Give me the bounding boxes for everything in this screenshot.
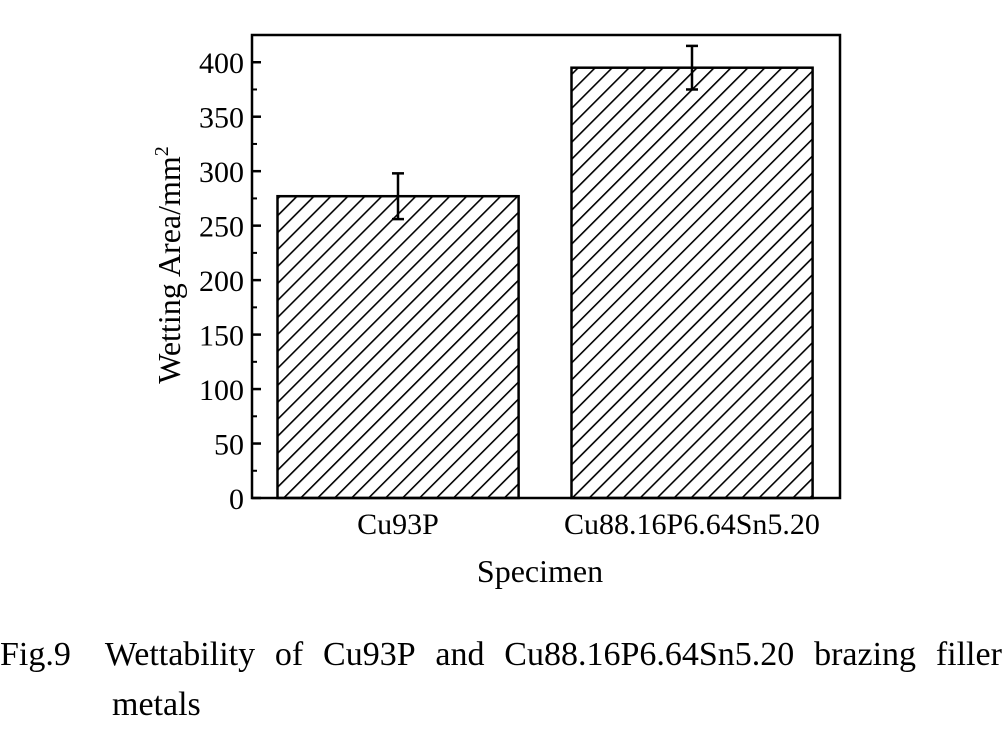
caption-label: Fig.9 xyxy=(0,636,71,673)
caption-line-1: Fig.9 Wettability of Cu93P and Cu88.16P6.64S… xyxy=(0,630,1002,680)
y-tick-label: 200 xyxy=(199,265,244,298)
error-bar-2 xyxy=(686,44,698,91)
y-tick-label: 150 xyxy=(199,320,244,353)
y-axis-label-text: Wetting Area/mm xyxy=(151,156,187,384)
bar-chart: 0 50 100 150 200 250 300 350 400 Cu93P Cu88.16P6.… xyxy=(151,33,842,589)
y-axis-ticks: 0 50 100 150 200 250 300 350 400 xyxy=(199,47,261,516)
caption-word: of xyxy=(274,636,304,673)
bar-1 xyxy=(276,194,520,500)
y-tick-label: 100 xyxy=(199,374,244,407)
y-tick-label: 0 xyxy=(229,483,244,516)
x-axis-ticks: Cu93P Cu88.16P6.64Sn5.20 xyxy=(357,508,820,541)
caption-word: brazing xyxy=(814,636,917,673)
x-tick-label: Cu93P xyxy=(357,508,439,541)
bars-group xyxy=(276,66,814,500)
caption-line-2: metals xyxy=(112,686,201,723)
x-tick-label: Cu88.16P6.64Sn5.20 xyxy=(564,508,820,541)
y-tick-label: 400 xyxy=(199,47,244,80)
caption-word: and xyxy=(435,636,485,673)
caption-text-line-1: Wettability of Cu93P and Cu88.16P6.64Sn5.20 b… xyxy=(105,630,1002,680)
caption-word: Cu93P xyxy=(323,636,416,673)
caption-word: Cu88.16P6.64Sn5.20 xyxy=(504,636,795,673)
error-bars-group xyxy=(392,44,698,221)
y-axis-label: Wetting Area/mm2 xyxy=(151,146,187,384)
y-tick-label: 250 xyxy=(199,211,244,244)
caption-word: Wettability xyxy=(104,636,256,673)
bar-2 xyxy=(570,66,814,500)
x-axis-label: Specimen xyxy=(477,553,603,589)
y-tick-label: 300 xyxy=(199,156,244,189)
y-tick-label: 350 xyxy=(199,102,244,135)
y-tick-label: 50 xyxy=(214,429,244,462)
plot-frame xyxy=(250,33,842,500)
error-bar-1 xyxy=(392,172,404,221)
y-axis-label-superscript: 2 xyxy=(151,146,173,156)
caption-word: filler xyxy=(935,636,1002,673)
